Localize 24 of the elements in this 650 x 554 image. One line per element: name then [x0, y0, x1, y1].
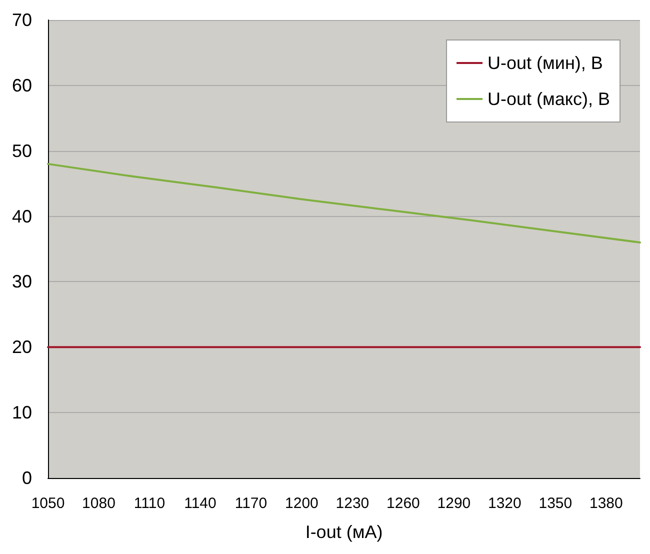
x-tick-label: 1170: [234, 495, 268, 512]
y-tick-label: 50: [12, 140, 32, 161]
y-tick-label: 60: [12, 75, 32, 96]
y-tick-label: 30: [12, 272, 32, 292]
x-tick-label: 1050: [31, 495, 65, 512]
y-tick-label: 20: [12, 337, 32, 358]
line-series: [47, 162, 641, 244]
legend-label: U-out (мин), В: [488, 53, 603, 73]
x-axis-title: I-out (мА): [305, 522, 383, 542]
x-tick-label: 1140: [184, 495, 216, 512]
x-tick-label: 1320: [488, 495, 522, 512]
y-tick-label: 70: [12, 10, 32, 30]
y-tick-label: 10: [12, 402, 32, 423]
x-tick-label: 1230: [336, 495, 370, 512]
x-tick-label: 1080: [82, 495, 116, 512]
x-tick-label: 1110: [134, 495, 166, 512]
x-tick-label: 1290: [437, 495, 471, 512]
x-tick-label: 1260: [386, 495, 420, 512]
x-tick-label: 1380: [589, 495, 623, 512]
y-tick-label: 40: [12, 206, 32, 226]
legend-label: U-out (макс), В: [488, 89, 610, 109]
x-tick-label: 1200: [285, 495, 318, 512]
y-tick-label: 0: [22, 468, 32, 488]
x-tick-label: 1350: [538, 495, 572, 512]
